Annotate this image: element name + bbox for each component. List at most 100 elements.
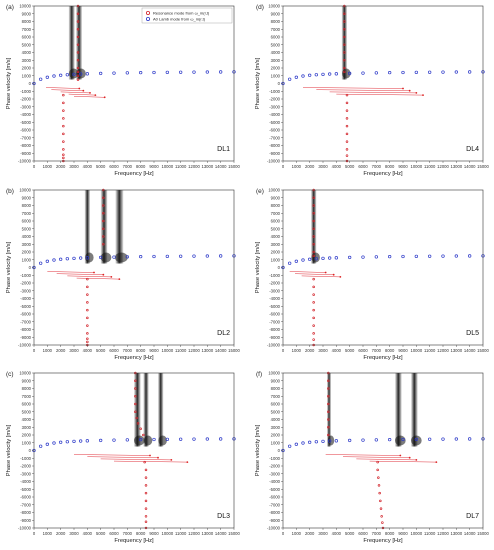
data-point bbox=[345, 117, 349, 120]
x-tick-label: 4000 bbox=[83, 164, 93, 169]
y-tick-label: -7000 bbox=[20, 135, 31, 140]
x-tick-label: 9000 bbox=[398, 531, 408, 536]
data-point bbox=[312, 212, 315, 215]
data-point bbox=[441, 70, 445, 74]
x-tick-label: 4000 bbox=[83, 348, 93, 353]
x-tick-label: 5000 bbox=[96, 164, 106, 169]
data-point bbox=[376, 460, 379, 464]
data-point bbox=[192, 254, 196, 258]
branch-point bbox=[408, 456, 411, 459]
x-tick-label: 10000 bbox=[411, 348, 423, 353]
x-tick-label: 1000 bbox=[43, 164, 53, 169]
data-point bbox=[102, 204, 105, 207]
plot-area bbox=[34, 6, 234, 161]
resonance-band bbox=[158, 373, 164, 447]
branch-point bbox=[78, 87, 81, 90]
resonance-band bbox=[76, 6, 82, 80]
x-tick-label: 3000 bbox=[318, 164, 328, 169]
x-tick-label: 11000 bbox=[175, 348, 187, 353]
x-tick-label: 9000 bbox=[149, 348, 159, 353]
y-tick-label: 4000 bbox=[22, 50, 32, 55]
y-tick-label: -3000 bbox=[20, 104, 31, 109]
data-point bbox=[76, 20, 80, 23]
data-point bbox=[312, 316, 315, 320]
data-point bbox=[76, 66, 80, 70]
plot-area bbox=[283, 6, 483, 161]
data-point bbox=[72, 72, 76, 77]
case-label: DL1 bbox=[217, 146, 230, 153]
data-point bbox=[321, 256, 325, 261]
plot-area bbox=[283, 373, 483, 528]
y-tick-label: -7000 bbox=[20, 502, 31, 507]
data-point bbox=[401, 70, 405, 75]
data-point bbox=[165, 254, 169, 258]
y-tick-label: 2000 bbox=[271, 250, 281, 255]
y-tick-label: -4000 bbox=[269, 112, 280, 117]
x-tick-label: 9000 bbox=[149, 531, 159, 536]
chart-panel: (e) 1000090008000700060005000400030002000… bbox=[255, 188, 489, 361]
y-tick-label: 1000 bbox=[22, 440, 32, 445]
y-tick-label: -9000 bbox=[269, 151, 280, 156]
data-point bbox=[343, 58, 346, 62]
data-point bbox=[348, 71, 352, 76]
data-point bbox=[144, 520, 148, 524]
y-tick-label: 0 bbox=[278, 81, 281, 86]
data-point bbox=[205, 437, 209, 441]
data-point bbox=[428, 70, 432, 74]
y-tick-label: -7000 bbox=[269, 319, 280, 324]
x-tick-label: 13000 bbox=[202, 348, 214, 353]
data-point bbox=[79, 256, 83, 260]
branch-line bbox=[342, 456, 410, 458]
data-point bbox=[312, 227, 315, 231]
data-point bbox=[62, 101, 65, 105]
data-point bbox=[301, 441, 305, 445]
data-point bbox=[86, 293, 89, 296]
y-tick-label: -8000 bbox=[20, 143, 31, 148]
branch-point bbox=[339, 276, 342, 278]
data-point bbox=[102, 196, 105, 200]
x-tick-label: 8000 bbox=[136, 531, 146, 536]
data-point bbox=[327, 395, 330, 398]
data-point bbox=[112, 71, 116, 75]
y-tick-label: 2000 bbox=[22, 433, 32, 438]
branch-point bbox=[103, 96, 106, 99]
y-tick-label: -2000 bbox=[20, 464, 31, 469]
data-point bbox=[294, 259, 298, 263]
resonance-blob bbox=[342, 68, 351, 79]
y-tick-label: 0 bbox=[278, 448, 281, 453]
data-point bbox=[312, 235, 315, 238]
x-tick-label: 10000 bbox=[162, 164, 174, 169]
data-point bbox=[39, 77, 43, 81]
data-point bbox=[219, 254, 223, 258]
legend-box bbox=[141, 7, 233, 24]
data-point bbox=[454, 254, 458, 258]
data-point bbox=[312, 204, 315, 207]
data-point bbox=[165, 70, 169, 74]
data-point bbox=[388, 70, 392, 75]
data-point bbox=[59, 257, 63, 261]
x-tick-label: 4000 bbox=[83, 531, 93, 536]
y-tick-label: 1000 bbox=[22, 73, 32, 78]
panel-label: (e) bbox=[256, 188, 264, 195]
y-tick-label: 4000 bbox=[22, 234, 32, 239]
y-tick-label: -8000 bbox=[269, 510, 280, 515]
y-tick-label: -6000 bbox=[20, 495, 31, 500]
data-point bbox=[86, 285, 89, 289]
branch-line bbox=[60, 91, 91, 94]
data-point bbox=[343, 66, 346, 70]
data-point bbox=[361, 438, 365, 442]
data-point bbox=[125, 438, 129, 442]
data-point bbox=[52, 441, 56, 445]
x-tick-label: 11000 bbox=[424, 531, 436, 536]
data-point bbox=[414, 254, 418, 258]
branch-point bbox=[422, 94, 424, 96]
x-tick-label: 7000 bbox=[372, 164, 382, 169]
data-point bbox=[205, 254, 209, 258]
data-point bbox=[327, 387, 330, 390]
x-tick-label: 2000 bbox=[305, 164, 315, 169]
data-point bbox=[85, 72, 89, 76]
y-tick-label: 6000 bbox=[22, 219, 32, 224]
branch-line bbox=[67, 275, 112, 278]
data-point bbox=[39, 261, 43, 265]
y-tick-label: 3000 bbox=[271, 242, 281, 247]
